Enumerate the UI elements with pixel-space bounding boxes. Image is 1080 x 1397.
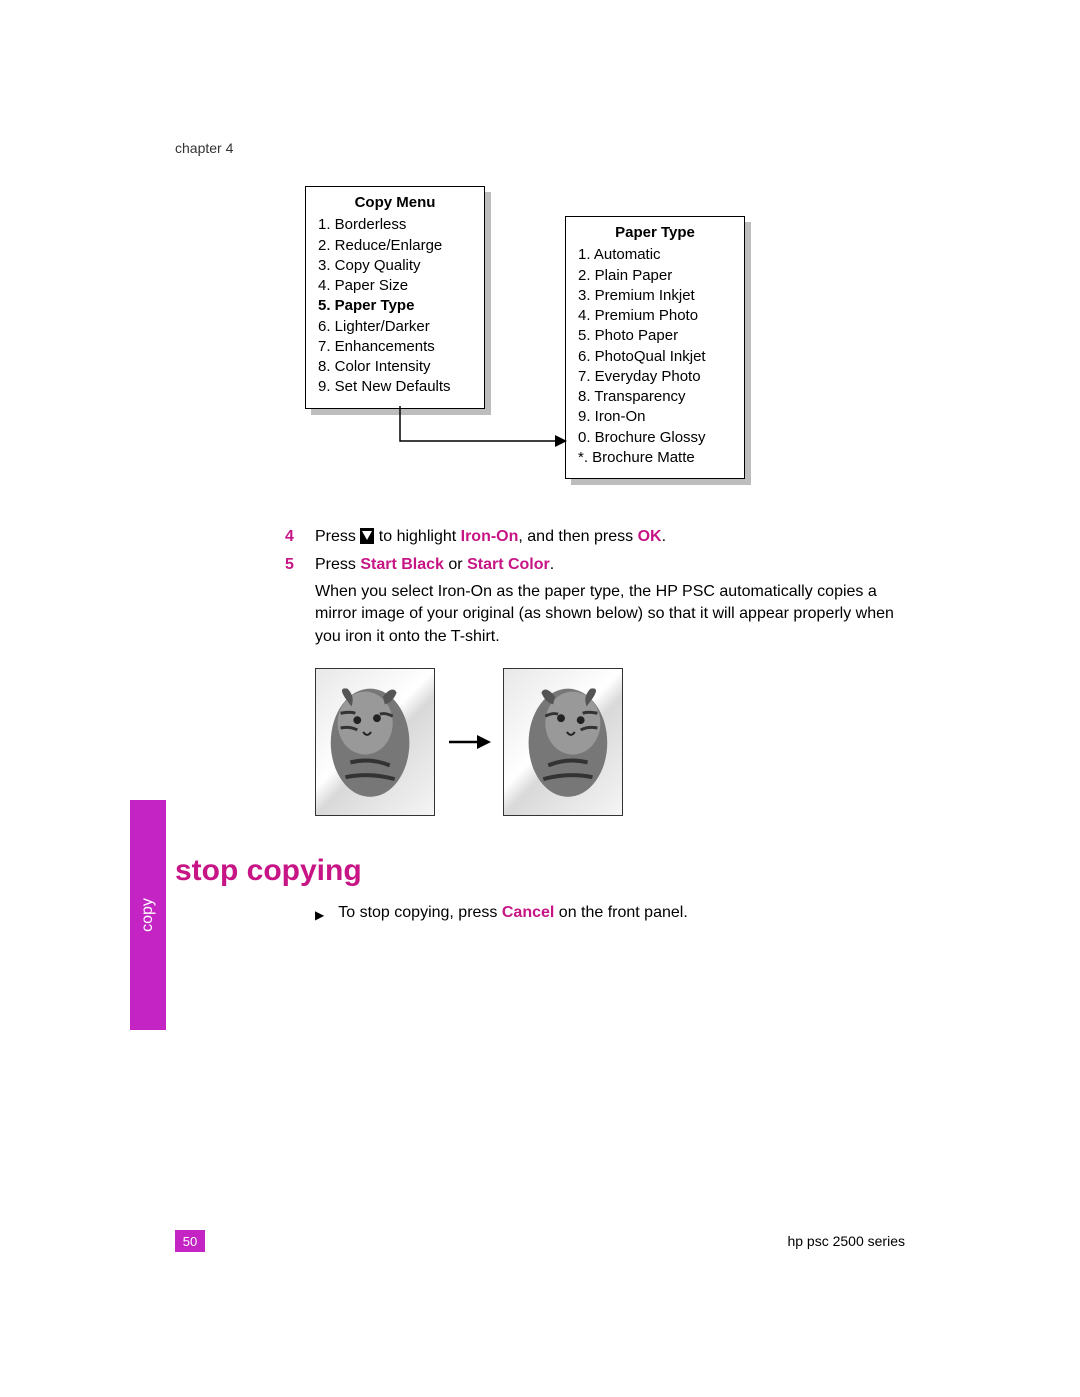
paper-type-item: 1. Automatic: [578, 245, 732, 265]
paper-type-box: Paper Type 1. Automatic2. Plain Paper3. …: [565, 216, 745, 479]
paper-type-item: 3. Premium Inkjet: [578, 286, 732, 306]
step-body: Press to highlight Iron-On, and then pre…: [315, 526, 905, 548]
copy-menu-item: 3. Copy Quality: [318, 256, 472, 276]
down-arrow-icon: [360, 528, 374, 544]
copy-menu-item: 9. Set New Defaults: [318, 377, 472, 397]
copy-menu-item: 4. Paper Size: [318, 276, 472, 296]
original-image: [315, 668, 435, 816]
paper-type-item: 8. Transparency: [578, 387, 732, 407]
copy-menu-box: Copy Menu 1. Borderless2. Reduce/Enlarge…: [305, 186, 485, 409]
paper-type-item: 4. Premium Photo: [578, 306, 732, 326]
copy-menu-item: 6. Lighter/Darker: [318, 317, 472, 337]
copy-menu-item: 1. Borderless: [318, 215, 472, 235]
paper-type-title: Paper Type: [578, 223, 732, 243]
copy-menu-item: 2. Reduce/Enlarge: [318, 236, 472, 256]
section-heading: stop copying: [175, 854, 905, 888]
page-content: chapter 4 Copy Menu 1. Borderless2. Redu…: [175, 140, 905, 922]
product-name: hp psc 2500 series: [787, 1233, 905, 1249]
copy-menu-title: Copy Menu: [318, 193, 472, 213]
section-tab-label: copy: [139, 898, 157, 932]
triangle-bullet-icon: ▶: [315, 908, 324, 922]
paper-type-item: 0. Brochure Glossy: [578, 428, 732, 448]
stop-copying-text: To stop copying, press Cancel on the fro…: [338, 904, 688, 922]
paper-type-item: 9. Iron-On: [578, 407, 732, 427]
step-number: 5: [285, 554, 299, 648]
step-5-description: When you select Iron-On as the paper typ…: [315, 581, 905, 648]
chapter-label: chapter 4: [175, 140, 905, 156]
page-footer: 50 hp psc 2500 series: [175, 1230, 905, 1252]
paper-type-item: 6. PhotoQual Inkjet: [578, 347, 732, 367]
step-body: Press Start Black or Start Color. When y…: [315, 554, 905, 648]
paper-type-item: 5. Photo Paper: [578, 326, 732, 346]
mirrored-image: [503, 668, 623, 816]
copy-menu-item: 7. Enhancements: [318, 337, 472, 357]
paper-type-item: *. Brochure Matte: [578, 448, 732, 468]
paper-type-item: 2. Plain Paper: [578, 266, 732, 286]
mirror-image-illustration: [315, 668, 905, 816]
step-5: 5 Press Start Black or Start Color. When…: [285, 554, 905, 648]
stop-copying-instruction: ▶ To stop copying, press Cancel on the f…: [315, 904, 905, 922]
step-number: 4: [285, 526, 299, 548]
section-tab: copy: [130, 800, 166, 1030]
instruction-steps: 4 Press to highlight Iron-On, and then p…: [285, 526, 905, 648]
menu-diagram: Copy Menu 1. Borderless2. Reduce/Enlarge…: [305, 186, 905, 526]
step-4: 4 Press to highlight Iron-On, and then p…: [285, 526, 905, 548]
copy-menu-item: 5. Paper Type: [318, 296, 472, 316]
arrow-right-icon: [447, 732, 491, 752]
paper-type-item: 7. Everyday Photo: [578, 367, 732, 387]
copy-menu-item: 8. Color Intensity: [318, 357, 472, 377]
page-number: 50: [175, 1230, 205, 1252]
